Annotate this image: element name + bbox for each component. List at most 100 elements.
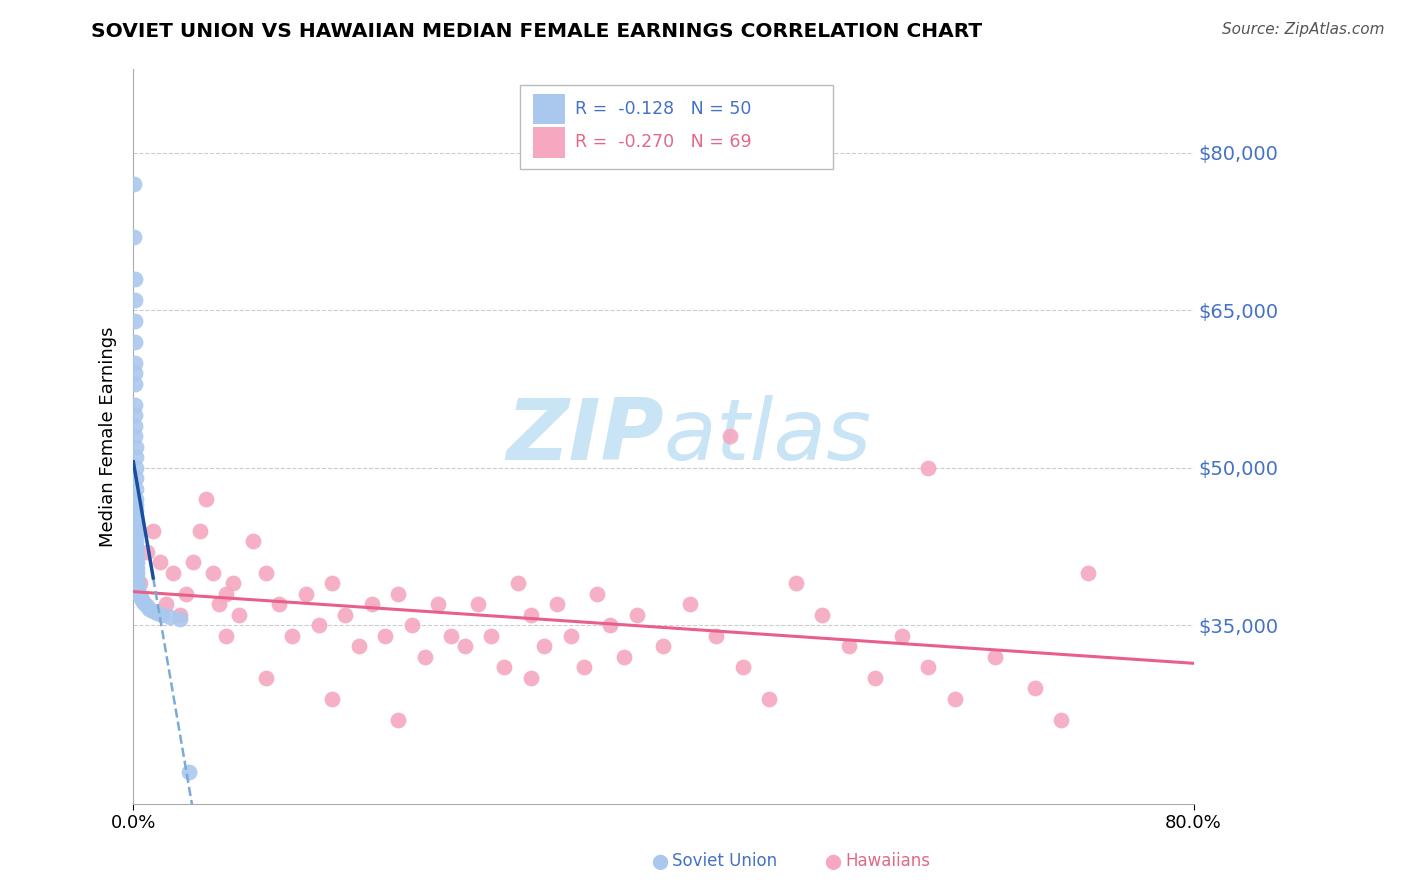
Point (479, 629, 502, 643)
Point (374, 629, 396, 643)
Point (124, 440, 146, 454)
Point (494, 660, 516, 674)
Point (124, 229, 146, 244)
Point (294, 587, 316, 601)
Point (125, 550, 148, 565)
Point (360, 598, 382, 612)
Point (132, 595, 155, 609)
Point (308, 618, 330, 632)
Point (440, 629, 463, 643)
Point (128, 587, 150, 601)
Point (984, 649, 1007, 664)
Point (917, 660, 939, 674)
Text: SOVIET UNION VS HAWAIIAN MEDIAN FEMALE EARNINGS CORRELATION CHART: SOVIET UNION VS HAWAIIAN MEDIAN FEMALE E… (91, 22, 983, 41)
Point (413, 649, 436, 664)
Point (281, 629, 304, 643)
Point (155, 598, 177, 612)
Point (146, 606, 169, 620)
Point (838, 640, 860, 654)
Point (149, 555, 172, 569)
Point (124, 429, 146, 443)
FancyBboxPatch shape (520, 85, 834, 169)
Point (124, 334, 146, 349)
Point (124, 293, 146, 307)
Point (129, 576, 152, 591)
Point (387, 713, 409, 727)
Point (1050, 713, 1073, 727)
Point (215, 629, 238, 643)
Text: R =  -0.128   N = 50: R = -0.128 N = 50 (575, 100, 752, 118)
Text: atlas: atlas (664, 395, 872, 478)
Point (1076, 566, 1098, 580)
Point (254, 566, 277, 580)
Y-axis label: Median Female Earnings: Median Female Earnings (100, 326, 117, 547)
Text: Hawaiians: Hawaiians (845, 852, 929, 870)
FancyBboxPatch shape (533, 127, 565, 158)
Point (195, 492, 218, 507)
Point (718, 429, 741, 443)
Point (181, 555, 204, 569)
FancyBboxPatch shape (533, 94, 565, 124)
Text: ⬤: ⬤ (824, 855, 841, 870)
Point (917, 460, 939, 475)
Point (506, 576, 529, 591)
Point (176, 587, 198, 601)
Point (125, 524, 148, 538)
Point (131, 593, 153, 607)
Point (560, 629, 582, 643)
Point (169, 612, 191, 626)
Point (572, 660, 595, 674)
Point (758, 692, 780, 706)
Text: Source: ZipAtlas.com: Source: ZipAtlas.com (1222, 22, 1385, 37)
Point (177, 765, 200, 780)
Point (201, 566, 224, 580)
Point (125, 513, 148, 527)
Point (124, 418, 146, 433)
Point (125, 529, 148, 543)
Point (943, 692, 966, 706)
Point (125, 555, 148, 569)
Point (242, 534, 264, 549)
Point (127, 571, 149, 585)
Point (520, 671, 543, 685)
Point (125, 534, 148, 549)
Point (321, 576, 343, 591)
Point (124, 450, 146, 465)
Point (254, 671, 277, 685)
Point (706, 629, 728, 643)
Point (208, 598, 231, 612)
Point (387, 587, 409, 601)
Point (142, 604, 165, 618)
Point (228, 607, 250, 622)
Point (124, 398, 146, 412)
Point (124, 376, 146, 391)
Point (159, 610, 181, 624)
Point (520, 607, 543, 622)
Point (134, 598, 156, 612)
Point (162, 566, 184, 580)
Point (785, 576, 807, 591)
Point (124, 271, 146, 285)
Point (427, 598, 450, 612)
Point (125, 460, 148, 475)
Point (626, 607, 648, 622)
Point (125, 566, 148, 580)
Text: ZIP: ZIP (506, 395, 664, 478)
Point (533, 640, 555, 654)
Text: Soviet Union: Soviet Union (672, 852, 778, 870)
Point (127, 576, 149, 591)
Point (335, 607, 357, 622)
Point (188, 524, 211, 538)
Point (467, 598, 489, 612)
Point (321, 692, 343, 706)
Point (124, 314, 146, 328)
Point (546, 598, 568, 612)
Point (125, 545, 148, 559)
Point (215, 587, 238, 601)
Point (125, 482, 148, 496)
Point (679, 598, 702, 612)
Point (169, 607, 191, 622)
Point (125, 498, 148, 512)
Point (269, 598, 291, 612)
Point (125, 492, 148, 507)
